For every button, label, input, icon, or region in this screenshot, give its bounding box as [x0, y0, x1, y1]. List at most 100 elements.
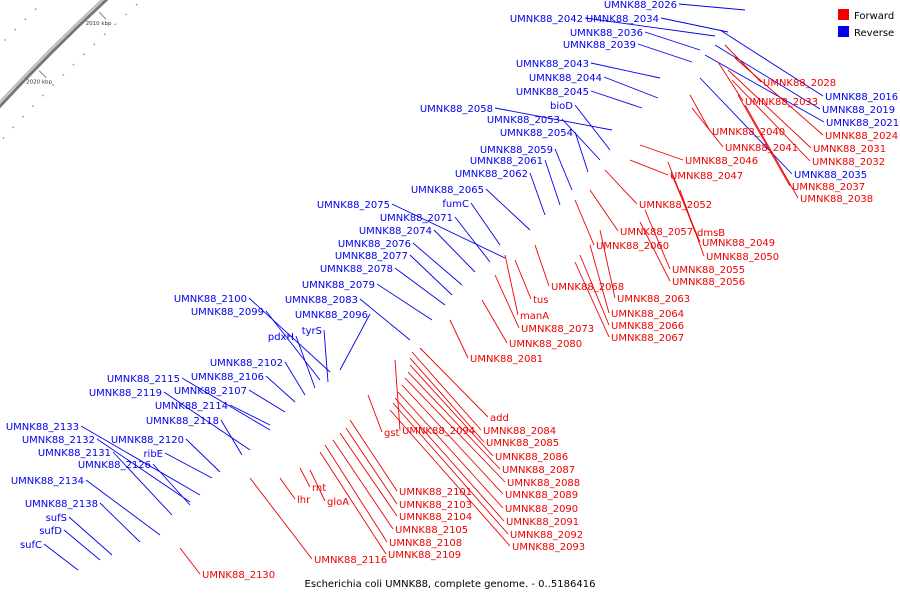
reverse-gene-label: UMNK88_2016	[825, 92, 898, 103]
label-leader	[112, 451, 173, 516]
label-leader	[392, 402, 509, 535]
forward-gene-label: add	[490, 413, 509, 424]
label-leader	[99, 502, 141, 543]
forward-gene-label: UMNK88_2090	[505, 504, 578, 515]
reverse-gene-label: UMNK88_2096	[295, 310, 368, 321]
reverse-gene-label: UMNK88_2039	[563, 40, 636, 51]
forward-gene-label: UMNK88_2101	[399, 487, 472, 498]
label-leader	[284, 361, 306, 396]
label-leader	[63, 529, 101, 561]
label-leader	[249, 477, 313, 560]
label-leader	[389, 409, 511, 547]
label-leader	[529, 172, 546, 216]
reverse-gene-label: UMNK88_2021	[826, 118, 899, 129]
reverse-gene-label: UMNK88_2078	[320, 264, 393, 275]
label-leader	[339, 432, 398, 517]
label-leader	[454, 216, 491, 263]
forward-gene-label: UMNK88_2040	[712, 127, 785, 138]
label-leader	[481, 299, 508, 344]
label-leader	[324, 444, 388, 543]
reverse-gene-label: UMNK88_2120	[111, 435, 184, 446]
label-leader	[248, 297, 331, 373]
reverse-gene-label: UMNK88_2044	[529, 73, 602, 84]
legend: Forward Reverse	[838, 9, 894, 39]
forward-gene-label: tus	[533, 295, 548, 306]
label-leader	[407, 371, 501, 470]
reverse-gene-label: ribE	[143, 449, 163, 460]
label-leader	[152, 463, 191, 506]
label-leader	[603, 76, 659, 99]
forward-gene-label: UMNK88_2116	[314, 555, 387, 566]
reverse-gene-label: sufS	[46, 513, 67, 524]
reverse-gene-label: UMNK88_2065	[411, 185, 484, 196]
label-leader	[678, 3, 746, 11]
reverse-gene-label: UMNK88_2106	[191, 372, 264, 383]
reverse-gene-label: UMNK88_2061	[470, 156, 543, 167]
gene-labels: UMNK88_2026 UMNK88_2042 UMNK88_2034 UMNK88_…	[6, 0, 899, 581]
forward-gene-label: UMNK88_2047	[670, 171, 743, 182]
label-leader	[295, 335, 316, 389]
label-leader	[554, 148, 573, 191]
label-leader	[714, 44, 821, 110]
label-leader	[719, 29, 824, 97]
label-leader	[265, 310, 321, 381]
label-leader	[589, 189, 619, 232]
forward-gene-label: UMNK88_2060	[596, 241, 669, 252]
forward-gene-label: UMNK88_2052	[639, 200, 712, 211]
label-leader	[689, 94, 711, 132]
label-leader	[604, 169, 638, 205]
forward-gene-label: UMNK88_2056	[672, 277, 745, 288]
reverse-gene-label: UMNK88_2074	[359, 226, 432, 237]
forward-gene-label: UMNK88_2073	[521, 324, 594, 335]
forward-gene-label: UMNK88_2024	[825, 131, 898, 142]
forward-gene-label: UMNK88_2064	[611, 309, 684, 320]
label-leader	[504, 254, 519, 316]
forward-gene-label: UMNK88_2055	[672, 265, 745, 276]
forward-gene-label: UMNK88_2103	[399, 500, 472, 511]
label-leader	[691, 107, 724, 148]
reverse-gene-label: UMNK88_2100	[174, 294, 247, 305]
label-leader	[639, 144, 684, 161]
label-leader	[644, 31, 701, 51]
label-leader	[185, 438, 221, 473]
forward-gene-label: UMNK88_2067	[611, 333, 684, 344]
reverse-gene-label: bioD	[550, 101, 573, 112]
label-leader	[409, 364, 494, 457]
tick-mark	[38, 70, 47, 79]
label-leader	[590, 90, 643, 109]
forward-gene-label: UMNK88_2093	[512, 542, 585, 553]
genome-caption: Escherichia coli UMNK88, complete genome…	[305, 579, 596, 590]
label-leader	[309, 469, 326, 502]
label-leader	[494, 107, 613, 131]
legend-reverse-label: Reverse	[854, 28, 894, 39]
label-leader	[470, 202, 501, 246]
forward-gene-label: UMNK88_2087	[502, 465, 575, 476]
tick-mark	[98, 11, 107, 20]
label-leader	[265, 375, 296, 403]
label-leader	[179, 547, 201, 575]
forward-gene-label: UMNK88_2031	[813, 144, 886, 155]
reverse-gene-label: UMNK88_2131	[38, 448, 111, 459]
label-leader	[248, 389, 286, 413]
label-leader	[349, 419, 398, 492]
label-leader	[419, 347, 489, 418]
forward-gene-label: UMNK88_2041	[725, 143, 798, 154]
label-leader	[599, 229, 616, 299]
reverse-gene-label: UMNK88_2138	[25, 499, 98, 510]
reverse-gene-label: UMNK88_2054	[500, 128, 573, 139]
reverse-gene-label: UMNK88_2079	[302, 280, 375, 291]
label-leader	[339, 313, 371, 371]
forward-gene-label: UMNK88_2050	[706, 252, 779, 263]
reverse-gene-label: UMNK88_2102	[210, 358, 283, 369]
reverse-gene-label: UMNK88_2132	[22, 435, 95, 446]
label-leader	[323, 329, 329, 383]
label-leader	[394, 359, 401, 431]
forward-gene-label: UMNK88_2130	[202, 570, 275, 581]
reverse-gene-label: UMNK88_2076	[338, 239, 411, 250]
reverse-gene-label: sufD	[39, 526, 62, 537]
reverse-gene-label: UMNK88_2114	[155, 401, 228, 412]
forward-gene-label: UMNK88_2046	[685, 156, 758, 167]
label-leader	[544, 159, 561, 206]
label-leader	[345, 427, 398, 505]
